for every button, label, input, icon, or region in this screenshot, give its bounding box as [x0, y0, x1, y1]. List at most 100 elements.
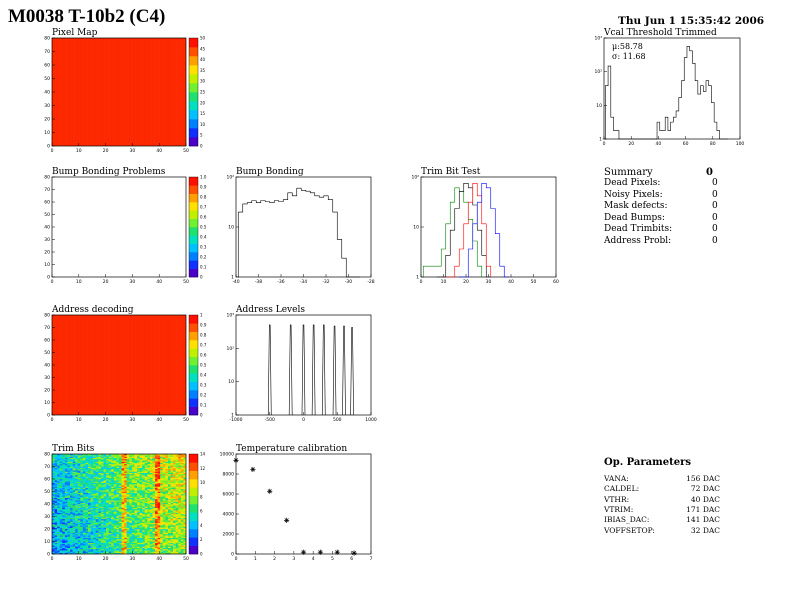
trim-bits-cell: [142, 492, 145, 495]
trim-bits-cell: [129, 547, 133, 550]
trim-bits-cell: [139, 525, 143, 527]
trim-bits-cell: [180, 526, 184, 528]
trim-bits-cell: [119, 551, 122, 553]
trim-bits-cell: [149, 482, 153, 485]
trim-bits-cell: [57, 461, 60, 463]
trim-bits-cell: [162, 496, 166, 498]
trim-bits-cell: [77, 532, 81, 535]
trim-bits-cell: [152, 465, 156, 467]
trim-bits-cell: [183, 545, 187, 547]
trim-bits-cell: [106, 507, 109, 510]
trim-bits-cell: [134, 527, 138, 530]
trim-bits-cell: [167, 496, 171, 498]
trim-bits-cell: [180, 477, 184, 480]
trim-bits-cell: [139, 547, 143, 550]
trim-bits-cell: [95, 501, 99, 503]
trim-bits-cell: [106, 461, 109, 463]
trim-bits-cell: [111, 547, 115, 550]
trim-bits-cell: [93, 466, 97, 468]
trim-bits-cell: [157, 542, 161, 545]
trim-bits-cell: [77, 542, 81, 545]
trim-bits-cell: [139, 464, 143, 466]
trim_bit_test-xtick-label: 30: [486, 279, 492, 285]
trim-bits-cell: [52, 477, 55, 480]
trim-bits-cell: [147, 490, 151, 492]
trim-bits-cell: [147, 475, 151, 477]
trim-bits-cell: [149, 535, 153, 537]
trim-bits-cell: [108, 511, 112, 513]
trim-bits-cell: [178, 551, 182, 553]
temperature-ytick-label: 0: [231, 552, 234, 558]
trim-bits-cell: [152, 507, 156, 510]
trim-bits-cell: [93, 529, 97, 531]
trim-bits-cell: [52, 462, 55, 465]
trim-bits-cell: [162, 476, 166, 478]
trim-bits-cell: [121, 489, 125, 491]
trim-bits-cell: [70, 470, 73, 472]
trim-bits-cell: [134, 551, 138, 553]
trim-bits-cell: [155, 521, 158, 523]
trim-bits-cell: [75, 489, 78, 491]
trim-bits-cell: [62, 497, 66, 500]
trim-bits-cell: [95, 551, 99, 553]
trim-bits-cell: [64, 459, 68, 461]
trim-bits-cell: [119, 474, 122, 476]
trim-bits-cell: [52, 516, 55, 518]
trim-bits-cell: [142, 547, 145, 550]
trim-bits-cell: [147, 514, 151, 516]
trim-bits-cell: [160, 471, 164, 473]
trim-bits-cell: [129, 552, 133, 555]
trim-bits-cell: [77, 476, 81, 478]
trim-bits-cell: [147, 526, 151, 528]
trim-bits-cell: [119, 532, 122, 535]
trim-bits-cell: [85, 522, 89, 525]
trim-bits-cell: [113, 525, 117, 527]
trim-bits-cell: [119, 480, 122, 482]
address_decoding-xtick-label: 20: [103, 417, 109, 423]
trim-bits-cell: [139, 511, 143, 513]
trim-bits-cell: [149, 470, 153, 472]
trim-bits-cell: [175, 486, 179, 488]
trim-bits-cell: [175, 509, 179, 511]
trim-bits-cell: [144, 460, 148, 462]
trim-bits-cell: [121, 499, 125, 501]
trim-bits-cell: [108, 507, 112, 510]
trim-bits-cell: [119, 527, 122, 530]
trim-bits-cell: [119, 501, 122, 503]
trim-bits-cell: [82, 476, 86, 478]
trim-bits-cell: [75, 506, 78, 508]
trim-bits-cell: [72, 474, 76, 476]
trim-bits-cell: [137, 482, 140, 485]
trim-bits-cell: [64, 469, 68, 471]
bump_problems-ytick-label: 20: [44, 250, 50, 256]
trim-bits-cell: [85, 467, 89, 470]
trim-bits-cell: [80, 516, 84, 518]
trim-bits-cell: [160, 489, 164, 491]
trim-bits-cell: [183, 494, 187, 496]
trim-bits-cell: [147, 469, 151, 471]
trim-bits-cell: [170, 455, 174, 457]
trim-bits-cell: [124, 515, 127, 517]
trim-bits-cell: [75, 475, 78, 477]
trim-bits-cell: [62, 531, 66, 533]
trim-bits-cell: [183, 476, 187, 478]
trim-bits-cell: [108, 536, 112, 538]
trim-bits-cell: [126, 546, 130, 548]
trim-bits-cell: [126, 535, 130, 537]
trim-bits-cell: [131, 547, 135, 550]
trim-bits-cell: [144, 551, 148, 553]
trim-bits-cell: [119, 496, 122, 498]
trim-bits-cell: [149, 544, 153, 546]
trim-bits-cell: [183, 465, 187, 467]
trim-bits-cell: [121, 475, 125, 477]
trim-bits-cell: [173, 462, 176, 465]
trim-bits-cell: [85, 486, 89, 488]
trim-bits-cell: [111, 522, 115, 525]
trim_bits-palette-cell: [189, 520, 198, 530]
trim-bits-cell: [183, 552, 187, 555]
trim-bits-cell: [155, 475, 158, 477]
trim-bits-cell: [139, 482, 143, 485]
trim-bits-cell: [54, 504, 58, 506]
trim-bits-cell: [116, 461, 120, 463]
trim-bits-cell: [82, 527, 86, 530]
